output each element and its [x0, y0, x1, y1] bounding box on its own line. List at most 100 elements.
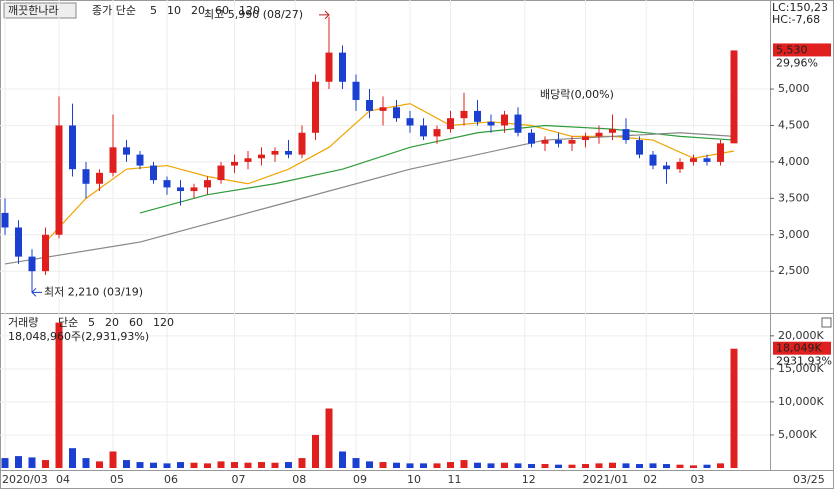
- volume-bar: [514, 463, 522, 468]
- candle-body: [1, 212, 9, 228]
- stock-name-box[interactable]: [3, 2, 77, 19]
- volume-bar: [82, 458, 90, 468]
- stat-label: HC:-7,68: [772, 13, 820, 26]
- volume-bar: [177, 462, 184, 468]
- candle-body: [244, 158, 252, 162]
- candle-body: [595, 132, 603, 137]
- candle-body: [15, 227, 22, 257]
- volume-bar: [474, 462, 481, 468]
- volume-bar: [366, 461, 373, 468]
- y-tick-label: 3,500: [778, 191, 810, 204]
- x-tick-label: 10: [407, 473, 421, 486]
- x-tick-label: 06: [164, 473, 178, 486]
- volume-bar: [190, 462, 198, 468]
- x-tick-label: 11: [448, 473, 462, 486]
- close-button[interactable]: [821, 317, 832, 328]
- volume-bar: [69, 448, 76, 468]
- volume-bar: [528, 464, 535, 468]
- candle-body: [42, 234, 49, 272]
- volume-bar: [582, 464, 589, 468]
- candle-body: [420, 125, 427, 137]
- candle-body: [555, 140, 562, 144]
- volume-bar: [15, 456, 22, 468]
- candle-body: [136, 154, 144, 166]
- candle-body: [312, 81, 319, 133]
- candle-body: [339, 52, 346, 82]
- volume-summary: 18,048,960주(2,931,93%): [8, 330, 149, 343]
- candle-body: [636, 140, 643, 155]
- volume-bar: [406, 463, 414, 468]
- legend-entry: 5: [150, 4, 157, 17]
- legend-title: 단순: [58, 316, 78, 329]
- volume-bar: [649, 463, 657, 468]
- candle-body: [622, 129, 630, 141]
- candle-body: [177, 187, 184, 192]
- volume-bar: [447, 462, 454, 468]
- volume-bar: [163, 463, 171, 468]
- candle-body: [96, 172, 103, 184]
- volume-change: 2931,93%: [776, 355, 832, 368]
- candle-body: [717, 143, 724, 162]
- candle-body: [109, 147, 117, 173]
- volume-bar: [28, 457, 36, 468]
- volume-bar: [339, 451, 346, 468]
- candle-body: [393, 107, 400, 119]
- current-price-box: [773, 43, 831, 57]
- volume-title: 거래량: [8, 316, 38, 329]
- candle-body: [285, 150, 292, 155]
- dividend-annotation: 배당락(0,00%): [540, 88, 614, 101]
- moving-average: [4, 132, 735, 265]
- candle-body: [231, 161, 238, 166]
- volume-bar: [690, 465, 697, 468]
- volume-bar: [379, 462, 387, 468]
- candle-body: [663, 165, 670, 170]
- volume-bar: [298, 458, 306, 468]
- stat-label: LC:150,23: [772, 1, 828, 14]
- volume-bar: [717, 463, 724, 468]
- volume-bar: [595, 463, 603, 468]
- volume-bar: [433, 463, 441, 468]
- candle-body: [217, 165, 225, 181]
- x-tick-label: 03: [691, 473, 705, 486]
- y-tick-label: 3,000: [778, 228, 810, 241]
- x-tick-label: 07: [232, 473, 246, 486]
- current-volume: 18,049K: [776, 342, 822, 355]
- candle-body: [271, 150, 279, 155]
- volume-bar: [109, 451, 117, 468]
- candle-body: [379, 107, 387, 111]
- candle-body: [514, 114, 522, 133]
- legend-entry: 120: [153, 316, 174, 329]
- volume-bar: [636, 464, 643, 468]
- volume-bar: [123, 460, 130, 468]
- candle-body: [352, 81, 360, 100]
- volume-bar: [204, 463, 211, 468]
- volume-bar: [622, 463, 630, 468]
- candle-body: [690, 158, 697, 162]
- candle-body: [474, 110, 481, 122]
- volume-bar: [568, 464, 576, 468]
- x-tick-label: 2021/01: [583, 473, 629, 486]
- moving-average: [139, 124, 735, 214]
- candle-body: [703, 158, 711, 162]
- x-tick-label: 2020/03: [2, 473, 48, 486]
- legend-entry: 20: [105, 316, 119, 329]
- volume-bar: [231, 462, 238, 468]
- volume-bar: [420, 463, 427, 468]
- x-tick-label: 04: [56, 473, 70, 486]
- moving-average: [45, 102, 735, 243]
- y-tick-label: 10,000K: [778, 395, 824, 408]
- y-tick-label: 20,000K: [778, 329, 824, 342]
- candle-body: [150, 165, 157, 181]
- x-tick-label: 12: [522, 473, 536, 486]
- current-price: 5,530: [776, 43, 808, 56]
- candle-body: [204, 180, 211, 188]
- candle-body: [406, 118, 414, 126]
- candle-body: [487, 121, 495, 126]
- change-rate: 29,96%: [776, 56, 818, 69]
- candle-body: [298, 132, 306, 155]
- candle-body: [163, 180, 171, 188]
- volume-bar: [258, 462, 265, 468]
- x-end-label: 03/25: [793, 473, 825, 486]
- volume-bar: [460, 460, 468, 468]
